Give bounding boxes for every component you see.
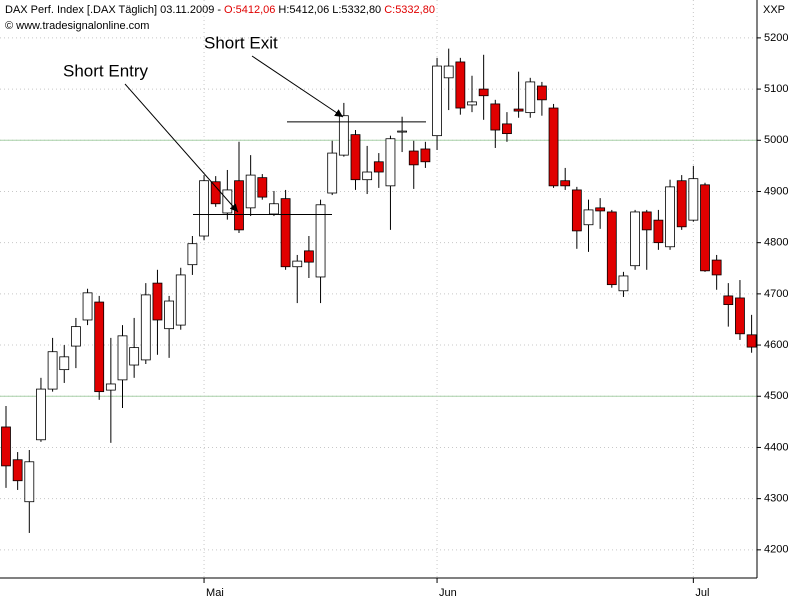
x-tick-label: Mai: [206, 587, 224, 599]
candle-body: [420, 148, 431, 163]
candle-body: [175, 274, 186, 326]
candle-body: [47, 351, 58, 390]
y-tick-label: 4400: [764, 441, 788, 453]
y-tick-label: 4500: [764, 390, 788, 402]
candle-body: [129, 347, 140, 366]
candle-body: [408, 150, 419, 166]
candle-body: [24, 461, 35, 503]
candle-body: [455, 61, 466, 109]
candle-body: [269, 203, 279, 215]
candle-body: [199, 180, 209, 237]
candle-body: [94, 301, 105, 393]
x-tick-label: Jun: [439, 587, 457, 599]
candle-body: [71, 326, 81, 347]
candle-body: [502, 123, 512, 135]
candle-body: [210, 181, 221, 205]
candle-body: [467, 101, 477, 106]
candle-body: [432, 65, 442, 137]
candle-body: [245, 174, 256, 209]
annotation-label: Short Exit: [204, 33, 278, 52]
candle-body: [630, 211, 640, 267]
y-tick-label: 4300: [764, 493, 788, 505]
candle-body: [338, 115, 349, 156]
chart-title: DAX Perf. Index [.DAX Täglich] 03.11.200…: [5, 4, 435, 16]
candle-body: [350, 134, 361, 181]
candle-body: [711, 259, 722, 276]
candle-body: [688, 178, 699, 221]
candle-body: [490, 103, 501, 131]
y-tick-label: 5000: [764, 134, 788, 146]
annotation-label: Short Entry: [63, 61, 149, 80]
candle-body: [571, 189, 582, 232]
y-tick-label: 5100: [764, 83, 788, 95]
candle-body: [164, 300, 175, 330]
title-part: DAX Perf. Index [.DAX Täglich] 03.11.200…: [5, 4, 221, 16]
candle-body: [303, 250, 314, 263]
annotation-arrow: [251, 55, 344, 118]
candle-body: [36, 388, 46, 441]
y-tick-label: 4200: [764, 544, 788, 556]
candle-body: [327, 152, 338, 194]
x-tick-label: Jul: [695, 587, 709, 599]
candle-body: [735, 297, 745, 335]
candle-body: [443, 65, 454, 79]
annotation-arrow: [124, 83, 239, 213]
candle-body: [152, 282, 163, 321]
candle-body: [641, 211, 652, 231]
candle-body: [525, 81, 536, 114]
candle-body: [665, 186, 675, 248]
candle-body: [234, 180, 244, 231]
candle-body: [478, 88, 489, 97]
candle-body: [560, 180, 571, 187]
title-part: O:5412,06: [224, 4, 275, 16]
candle-body: [548, 107, 559, 187]
y-tick-label: 4700: [764, 288, 788, 300]
candle-body: [746, 334, 757, 348]
candle-body: [700, 184, 710, 272]
candle-body: [315, 204, 326, 278]
y-tick-label: 5200: [764, 32, 788, 44]
candle-body: [595, 207, 606, 212]
candle-body: [1, 426, 11, 467]
candle-body: [82, 292, 93, 321]
corner-label: XXP: [763, 4, 785, 16]
title-part: H:5412,06 L:5332,80: [278, 4, 381, 16]
candle-body: [653, 219, 664, 244]
candle-body: [187, 243, 198, 266]
candle-body: [513, 108, 524, 112]
candle-body: [385, 138, 396, 187]
candle-body: [606, 211, 617, 286]
title-part: C:5332,80: [384, 4, 435, 16]
candle-body: [723, 295, 734, 306]
candle-body: [362, 171, 373, 181]
candle-body: [676, 180, 687, 228]
candle-body: [618, 275, 629, 292]
copyright: © www.tradesignalonline.com: [5, 20, 149, 32]
y-tick-label: 4800: [764, 237, 788, 249]
candle-body: [222, 189, 233, 214]
y-tick-label: 4900: [764, 185, 788, 197]
candle-body: [105, 383, 116, 391]
candle-body: [117, 335, 128, 381]
candle-body: [373, 161, 384, 173]
candle-body: [292, 260, 303, 268]
candle-body: [257, 177, 268, 198]
candle-body: [397, 130, 408, 133]
candle-body: [537, 85, 547, 101]
candle-body: [59, 356, 70, 371]
candle-body: [583, 209, 594, 226]
y-tick-label: 4600: [764, 339, 788, 351]
candle-body: [12, 459, 23, 482]
candle-body: [280, 198, 291, 268]
candle-body: [140, 294, 151, 361]
